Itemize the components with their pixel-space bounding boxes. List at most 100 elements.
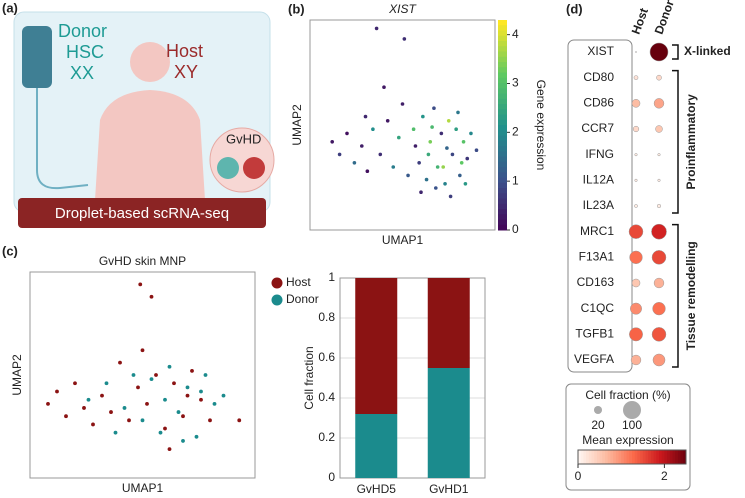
size-legend-label: 20 bbox=[591, 418, 605, 432]
point bbox=[181, 414, 185, 419]
dot bbox=[652, 302, 666, 316]
colorbar-segment bbox=[605, 450, 609, 464]
y-axis-label: Cell fraction bbox=[302, 346, 316, 409]
point bbox=[181, 439, 185, 443]
panel-label: (b) bbox=[288, 1, 305, 16]
point bbox=[122, 406, 127, 410]
point bbox=[212, 401, 217, 406]
colorbar-segment bbox=[637, 450, 641, 464]
colorbar-segment bbox=[498, 98, 507, 105]
point bbox=[118, 360, 122, 365]
colorbar-frame bbox=[577, 449, 687, 465]
point bbox=[374, 26, 379, 31]
colorbar-segment bbox=[498, 214, 507, 220]
point bbox=[434, 186, 438, 190]
gene-label: TGFB1 bbox=[575, 327, 614, 341]
point bbox=[465, 156, 470, 161]
point bbox=[371, 127, 375, 131]
point bbox=[127, 418, 131, 423]
dot bbox=[633, 75, 639, 80]
point bbox=[459, 161, 464, 165]
plot-frame bbox=[29, 271, 256, 479]
point bbox=[199, 389, 203, 394]
label: XY bbox=[174, 62, 198, 82]
legend-marker bbox=[271, 277, 283, 289]
dot bbox=[655, 125, 663, 133]
colorbar-segment bbox=[498, 20, 507, 26]
body bbox=[95, 90, 205, 200]
set-label: X-linked bbox=[684, 44, 731, 58]
gene-label: C1QC bbox=[581, 301, 615, 315]
cell bbox=[243, 157, 265, 179]
colorbar-segment bbox=[498, 88, 507, 94]
label: XX bbox=[70, 63, 94, 83]
colorbar-segment bbox=[602, 450, 606, 464]
method-label: Droplet-based scRNA-seq bbox=[55, 205, 229, 222]
colorbar-tick-label: 3 bbox=[512, 76, 519, 90]
point bbox=[185, 393, 190, 398]
dot bbox=[630, 354, 642, 366]
bar-segment bbox=[355, 414, 398, 478]
colorbar-segment bbox=[680, 450, 684, 464]
colorbar-segment bbox=[498, 125, 507, 131]
colorbar-segment bbox=[613, 450, 617, 464]
colorbar-segment bbox=[498, 146, 507, 152]
colorbar-segment bbox=[586, 450, 590, 464]
point bbox=[424, 177, 429, 182]
colorbar-segment bbox=[618, 450, 622, 464]
colorbar-segment bbox=[498, 135, 507, 142]
y-axis-label: UMAP2 bbox=[290, 104, 304, 146]
colorbar-segment bbox=[672, 450, 676, 464]
colorbar-segment bbox=[498, 130, 507, 136]
label: HSC bbox=[66, 42, 104, 62]
gene-label: XIST bbox=[587, 44, 614, 58]
dot bbox=[651, 223, 667, 240]
colorbar-segment bbox=[498, 109, 507, 115]
colorbar-segment bbox=[498, 209, 507, 215]
point bbox=[194, 434, 199, 439]
point bbox=[419, 190, 423, 194]
point bbox=[391, 165, 396, 169]
point bbox=[82, 406, 86, 410]
colorbar-tick-label: 2 bbox=[512, 124, 519, 138]
color-legend-title: Mean expression bbox=[582, 433, 673, 447]
colorbar-segment bbox=[599, 450, 603, 464]
point bbox=[163, 397, 167, 402]
dot bbox=[634, 178, 638, 182]
y-tick-label: 0 bbox=[328, 470, 335, 484]
colorbar-segment bbox=[578, 450, 582, 464]
colorbar-segment bbox=[498, 83, 507, 89]
point bbox=[86, 397, 91, 402]
point bbox=[73, 381, 77, 386]
x-axis-label: UMAP1 bbox=[122, 481, 164, 495]
colorbar-segment bbox=[675, 450, 679, 464]
point bbox=[64, 414, 68, 419]
point bbox=[46, 401, 50, 406]
point bbox=[385, 119, 390, 123]
point bbox=[190, 368, 194, 373]
colorbar-segment bbox=[634, 450, 638, 464]
gene-label: MRC1 bbox=[580, 224, 614, 238]
dot bbox=[657, 178, 661, 182]
colorbar-segment bbox=[498, 62, 507, 68]
x-tick-label: GvHD1 bbox=[429, 482, 469, 496]
colorbar-segment bbox=[640, 450, 644, 464]
colorbar-segment bbox=[498, 41, 507, 47]
point bbox=[400, 102, 405, 106]
colorbar-segment bbox=[594, 450, 598, 464]
point bbox=[365, 169, 370, 173]
colorbar-segment bbox=[498, 193, 507, 199]
point bbox=[91, 422, 95, 427]
point bbox=[145, 401, 149, 406]
colorbar-segment bbox=[642, 450, 646, 464]
colorbar-segment bbox=[632, 450, 636, 464]
gene-label: CD163 bbox=[577, 275, 615, 289]
colorbar-tick-label: 0 bbox=[512, 222, 519, 236]
point bbox=[140, 418, 145, 423]
point bbox=[172, 381, 176, 386]
point bbox=[458, 173, 462, 178]
colorbar-segment bbox=[498, 51, 507, 58]
chart-title: GvHD skin MNP bbox=[99, 254, 186, 268]
point bbox=[402, 37, 407, 41]
label: Host bbox=[166, 41, 203, 61]
